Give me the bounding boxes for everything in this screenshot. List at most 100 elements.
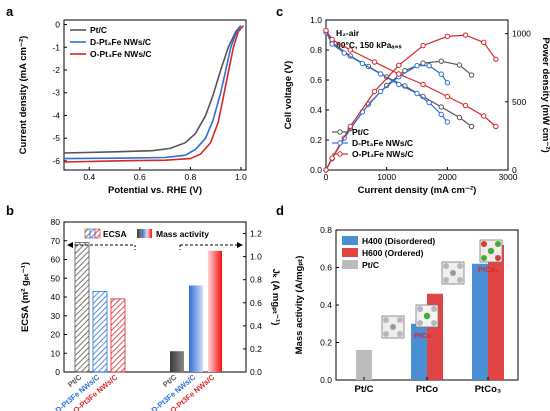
panel-a-series-line-2 [63, 25, 245, 163]
panel-b-mass-activity-bar-2 [208, 250, 222, 372]
panel-c-power-0-point-8 [456, 62, 463, 68]
panel-b-bar-chart: ECSA (m² gₚₜ⁻¹) Jₖ (A mgₚₜ⁻¹) 0 10 20 30 40 5… [20, 217, 281, 411]
panel-d-bar-chart: Mass activity (A/mgₚₜ) 0.0 0.2 0.4 0.6 0.8 H… [294, 225, 519, 395]
panel-c-ytick-left-label-3: 0.6 [310, 75, 322, 85]
panel-c-power-1-point-6 [414, 62, 420, 69]
panel-a-legend-label-2: O-Pt₃Fe NWs/C [90, 49, 152, 59]
panel-a-series-line-0 [63, 25, 242, 154]
panel-c-voltage-2-point-3 [371, 59, 378, 65]
panel-c-voltage-2-point-8 [481, 113, 487, 119]
crystal-ordered-ptco-illustration: PtCo [414, 304, 439, 340]
panel-b-ytick-right-label-2: 0.4 [250, 321, 262, 331]
panel-a-ytick-label-0: 0 [55, 20, 60, 30]
panel-c-voltage-0-point-8 [456, 114, 463, 121]
panel-c-ytick-left-label-1: 0.2 [310, 135, 322, 145]
panel-c-voltage-0-point-9 [468, 123, 475, 130]
panel-c-power-2-point-1 [329, 155, 335, 161]
panel-c-power-0-point-6 [420, 60, 426, 66]
panel-c-ytick-left-label-4: 0.8 [310, 45, 322, 55]
panel-a-frame [63, 19, 247, 171]
panel-c-xtick-label-0: 0 [324, 172, 329, 182]
panel-c-voltage-0-point-7 [438, 104, 444, 110]
panel-d-ytick-label-1: 0.2 [320, 338, 332, 348]
panel-b-mass-activity-bar-1 [189, 285, 203, 372]
panel-b-ytick-left-label-8: 80 [51, 217, 61, 227]
panel-b-ylabel-right: Jₖ (A mgₚₜ⁻¹) [270, 269, 281, 326]
panel-d-ytick-label-3: 0.6 [320, 263, 332, 273]
panel-c-power-2-point-3 [371, 88, 378, 95]
panel-a-xtick-label-1: 0.6 [134, 172, 146, 182]
panel-c-voltage-1-point-2 [341, 50, 347, 56]
panel-d-ytick-label-2: 0.4 [320, 300, 332, 310]
panel-c-annotation-gas: H₂-air [336, 28, 360, 38]
legend-ecsa-label: ECSA [103, 229, 127, 239]
panel-c-voltage-1-point-1 [329, 41, 335, 47]
panel-d-ylabel: Mass activity (A/mgₚₜ) [294, 256, 305, 355]
panel-b-ytick-left-label-5: 50 [51, 273, 61, 283]
panel-c-legend-label-2: O-Pt₃Fe NWs/C [352, 149, 414, 159]
panel-label-c: c [276, 4, 283, 19]
legend-ecsa-swatch-blue [89, 228, 96, 239]
ecsa-arrow-head [67, 242, 73, 248]
panel-b-ytick-right-label-5: 1.0 [250, 252, 262, 262]
ma-arrow-head [237, 242, 243, 248]
panel-c-power-2-point-9 [493, 56, 499, 62]
panel-c-voltage-1-point-3 [359, 60, 366, 67]
panel-a-xtick-label-2: 0.8 [184, 172, 196, 182]
panel-b-ytick-right-label-3: 0.6 [250, 298, 262, 308]
panel-c-xtick-label-1: 1000 [377, 172, 396, 182]
panel-label-d: d [276, 203, 284, 218]
panel-c-voltage-1-point-4 [377, 71, 384, 77]
panel-b-ytick-right-label-1: 0.2 [250, 344, 262, 354]
panel-label-b: b [6, 203, 14, 218]
panel-c-power-1-point-7 [426, 62, 432, 69]
panel-c-voltage-1-point-6 [414, 90, 420, 97]
panel-b-ytick-right-label-6: 1.2 [250, 229, 262, 239]
panel-a-ytick-label-6: -6 [52, 156, 60, 166]
panel-d-ytick-label-0: 0.0 [320, 375, 332, 385]
panel-c-ytick-left-label-2: 0.4 [310, 105, 322, 115]
panel-c-polarization-chart: Current density (mA cm⁻²) Cell voltage (… [283, 15, 550, 196]
panel-c-power-2-point-0 [323, 167, 329, 173]
crystal-disordered-ptco3-illustration [441, 261, 465, 285]
panel-d-legend-label-0: H400 (Disordered) [362, 236, 435, 246]
panel-label-a: a [6, 4, 14, 19]
panel-c-legend-marker-2 [337, 151, 343, 157]
panel-c-voltage-1-point-9 [444, 119, 451, 125]
panel-a-ytick-label-5: -5 [52, 133, 60, 143]
panel-d-bar-series-0-cat-1 [411, 323, 427, 380]
panel-c-power-2-point-5 [420, 42, 426, 49]
panel-c-voltage-2-point-7 [462, 102, 469, 109]
panel-a-legend-label-1: D-Pt₃Fe NWs/C [90, 37, 151, 47]
panel-c-ytick-right-label-0: 0 [512, 165, 517, 175]
panel-d-ytick-label-4: 0.8 [320, 225, 332, 235]
panel-b-ecsa-bar-1 [92, 290, 108, 373]
crystal-ordered-ptco3-illustration: PtCo₃ [478, 239, 503, 274]
panel-c-power-1-point-4 [377, 88, 384, 95]
panel-c-power-2-point-8 [481, 39, 487, 46]
panel-c-voltage-1-point-7 [426, 99, 432, 106]
panel-d-bar-series-0-cat-2 [472, 263, 488, 380]
panel-c-ylabel-left: Cell voltage (V) [283, 61, 294, 130]
panel-c-voltage-line-2 [325, 30, 497, 127]
panel-d-category-label-1: PtCo [416, 384, 438, 395]
panel-b-ecsa-bar-0 [74, 242, 90, 373]
panel-d-bar-series-2-cat-0 [356, 350, 372, 380]
panel-c-annotation-condition: 80°C, 150 kPaₐ₆ₛ [336, 40, 402, 50]
panel-c-voltage-2-point-4 [396, 71, 402, 77]
panel-c-ytick-left-label-0: 0.0 [310, 165, 322, 175]
panel-a-ylabel: Current density (mA cm⁻²) [18, 36, 29, 155]
panel-c-voltage-line-0 [325, 30, 472, 127]
legend-mass-activity-label: Mass activity [156, 229, 209, 239]
panel-d-legend-label-1: H600 (Ordered) [362, 248, 424, 258]
panel-c-ylabel-right: Power density (mW cm⁻²) [540, 37, 550, 152]
panel-c-power-2-point-7 [462, 32, 469, 38]
panel-c-power-0-point-7 [438, 58, 444, 64]
panel-a-ytick-label-2: -2 [52, 65, 60, 75]
panel-c-voltage-2-point-1 [329, 36, 335, 43]
panel-c-power-2-point-4 [396, 62, 402, 68]
panel-b-ytick-left-label-0: 0 [55, 367, 60, 377]
annotation-ptco3: PtCo₃ [478, 265, 499, 274]
panel-a-ytick-label-4: -4 [52, 110, 60, 120]
panel-a-ytick-label-1: -1 [52, 42, 60, 52]
